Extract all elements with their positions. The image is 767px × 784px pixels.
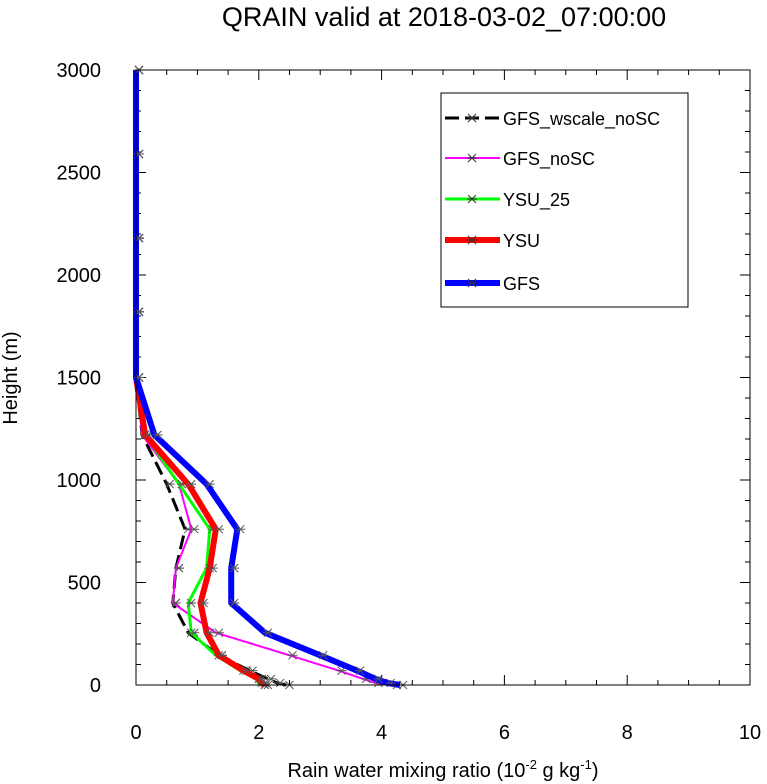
legend-label: GFS [503, 274, 540, 294]
data-point-marker [259, 678, 270, 688]
data-point-marker [164, 479, 175, 489]
y-axis-label: Height (m) [0, 331, 22, 424]
series-gfs-wscale-nosc [134, 65, 295, 690]
x-tick-labels: 0 2 4 6 8 10 [130, 722, 761, 744]
data-point-marker [189, 628, 200, 638]
legend-label: GFS_noSC [503, 149, 595, 170]
plot-series [133, 65, 409, 690]
data-point-marker [152, 430, 163, 440]
x-tick-label: 8 [622, 722, 633, 744]
series-gfs [133, 65, 409, 690]
data-point-marker [235, 524, 246, 534]
y-tick-label: 1500 [57, 368, 102, 390]
series-line-gfs-wscale-nosc [134, 70, 287, 687]
y-tick-label: 0 [90, 675, 101, 697]
legend-label: GFS_wscale_noSC [503, 109, 660, 130]
data-point-marker [256, 674, 267, 684]
data-point-marker [204, 479, 215, 489]
legend-marker [467, 194, 477, 204]
data-point-marker [275, 678, 286, 688]
data-point-marker [170, 598, 181, 608]
y-tick-label: 2500 [57, 163, 102, 185]
series-line-ysu-25 [134, 70, 263, 687]
data-point-marker [204, 628, 215, 638]
series-line-ysu [133, 70, 267, 688]
legend-marker [467, 153, 477, 163]
legend-marker [467, 235, 477, 245]
data-point-marker [207, 563, 218, 573]
y-tick-label: 1000 [57, 470, 102, 492]
data-point-marker [213, 628, 224, 638]
series-ysu [133, 65, 273, 690]
legend-marker [467, 278, 477, 288]
data-point-marker [213, 524, 224, 534]
x-tick-label: 10 [739, 722, 761, 744]
data-point-marker [173, 563, 184, 573]
y-tick-label: 2000 [57, 265, 102, 287]
data-point-marker [198, 598, 209, 608]
data-point-marker [385, 678, 396, 688]
data-point-marker [355, 666, 366, 676]
data-point-marker [318, 650, 329, 660]
legend: GFS_wscale_noSC GFS_noSC YSU_25 YSU GFS [440, 92, 689, 308]
series-line-gfs-nosc [135, 70, 395, 686]
data-point-marker [241, 666, 252, 676]
data-point-marker [287, 650, 298, 660]
x-axis-label: Rain water mixing ratio (10-2 g kg-1) [287, 757, 598, 782]
legend-label: YSU [503, 231, 540, 251]
x-tick-label: 4 [376, 722, 387, 744]
legend-label: YSU_25 [503, 190, 570, 211]
data-point-marker [186, 598, 197, 608]
x-tick-label: 0 [130, 722, 141, 744]
data-point-marker [229, 598, 240, 608]
y-tick-labels: 0 500 1000 1500 2000 2500 3000 [57, 60, 102, 697]
data-point-marker [229, 563, 240, 573]
data-point-marker [262, 628, 273, 638]
chart-title: QRAIN valid at 2018-03-02_07:00:00 [222, 2, 666, 32]
data-point-marker [216, 650, 227, 660]
x-tick-label: 2 [253, 722, 264, 744]
y-tick-label: 500 [68, 573, 101, 595]
data-point-marker [373, 674, 384, 684]
data-point-marker [189, 524, 200, 534]
plot-frame [135, 69, 751, 686]
x-tick-label: 6 [499, 722, 510, 744]
legend-marker [467, 113, 477, 123]
series-gfs-nosc [134, 65, 402, 690]
y-tick-label: 3000 [57, 60, 102, 82]
series-line-gfs [133, 70, 401, 688]
data-point-marker [186, 479, 197, 489]
